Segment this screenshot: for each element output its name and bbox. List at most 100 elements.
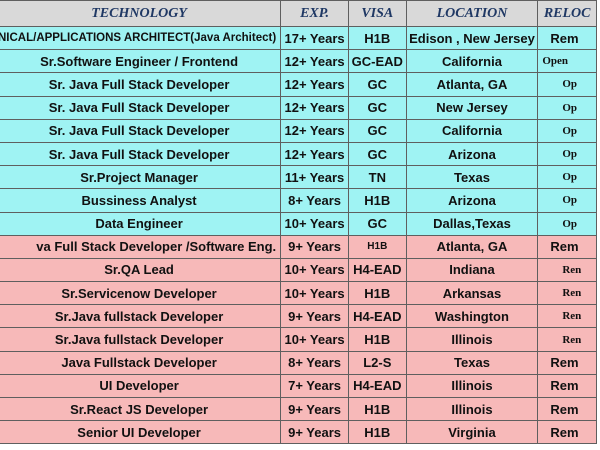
cell-visa: H4-EAD: [347, 257, 407, 283]
cell-location: Arizona: [405, 141, 539, 167]
cell-technology: Sr.QA Lead: [0, 257, 282, 283]
table-row: Sr.QA Lead 10+ Years H4-EAD Indiana Ren: [0, 257, 597, 283]
cell-experience: 17+ Years: [280, 25, 349, 51]
cell-location: Indiana: [405, 257, 539, 283]
table-header: TECHNOLOGY EXP. VISA LOCATION RELOC: [0, 0, 597, 27]
cell-relocation: Op: [537, 72, 597, 97]
cell-location: Washington: [405, 304, 539, 329]
cell-experience: 11+ Years: [280, 165, 349, 190]
cell-relocation: Rem: [537, 373, 597, 399]
cell-location: Arkansas: [405, 281, 539, 306]
cell-location: Edison , New Jersey: [405, 25, 539, 51]
cell-experience: 9+ Years: [280, 304, 349, 329]
table-row: Java Fullstack Developer 8+ Years L2-S Texa…: [0, 350, 597, 375]
cell-visa: H4-EAD: [347, 373, 407, 399]
cell-technology: Sr. Java Full Stack Developer: [0, 118, 282, 143]
cell-technology: NICAL/APPLICATIONS ARCHITECT(Java Archit…: [0, 25, 282, 51]
cell-experience: 8+ Years: [280, 188, 349, 213]
header-location: LOCATION: [405, 0, 539, 27]
cell-location: Arizona: [405, 188, 539, 213]
table-row: Sr. Java Full Stack Developer 12+ Years GC…: [0, 118, 597, 143]
cell-technology: va Full Stack Developer /Software Eng.: [0, 234, 282, 259]
cell-technology: Sr.React JS Developer: [0, 396, 282, 422]
cell-technology: Sr.Java fullstack Developer: [0, 304, 282, 329]
cell-experience: 10+ Years: [280, 327, 349, 352]
table-row: Data Engineer 10+ Years GC Dallas,Texas Op: [0, 211, 597, 236]
table-row: Sr.Servicenow Developer 10+ Years H1B Arkan…: [0, 281, 597, 306]
cell-location: Illinois: [405, 327, 539, 352]
header-experience: EXP.: [280, 0, 349, 27]
cell-experience: 10+ Years: [280, 211, 349, 236]
cell-experience: 10+ Years: [280, 257, 349, 283]
cell-experience: 7+ Years: [280, 373, 349, 399]
cell-experience: 12+ Years: [280, 49, 349, 74]
cell-experience: 12+ Years: [280, 72, 349, 97]
cell-experience: 12+ Years: [280, 95, 349, 120]
cell-visa: H1B: [347, 420, 407, 445]
cell-visa: H1B: [347, 234, 407, 259]
cell-experience: 9+ Years: [280, 396, 349, 422]
cell-experience: 9+ Years: [280, 420, 349, 445]
cell-visa: H1B: [347, 188, 407, 213]
cell-visa: GC-EAD: [347, 49, 407, 74]
cell-visa: GC: [347, 211, 407, 236]
cell-experience: 9+ Years: [280, 234, 349, 259]
cell-relocation: Open: [537, 49, 597, 74]
cell-location: Illinois: [405, 396, 539, 422]
cell-visa: L2-S: [347, 350, 407, 375]
cell-experience: 12+ Years: [280, 141, 349, 167]
cell-visa: H1B: [347, 396, 407, 422]
cell-relocation: Ren: [537, 304, 597, 329]
table-row: Sr.Java fullstack Developer 9+ Years H4-EA…: [0, 304, 597, 329]
cell-relocation: Op: [537, 165, 597, 190]
cell-technology: Sr. Java Full Stack Developer: [0, 95, 282, 120]
cell-location: Atlanta, GA: [405, 72, 539, 97]
cell-experience: 12+ Years: [280, 118, 349, 143]
table-row: Sr.React JS Developer 9+ Years H1B Illinois…: [0, 396, 597, 422]
cell-location: Virginia: [405, 420, 539, 445]
cell-technology: Bussiness Analyst: [0, 188, 282, 213]
table-row: Sr.Software Engineer / Frontend 12+ Years…: [0, 49, 597, 74]
cell-relocation: Rem: [537, 396, 597, 422]
cell-visa: TN: [347, 165, 407, 190]
cell-location: Texas: [405, 350, 539, 375]
cell-relocation: Ren: [537, 257, 597, 283]
table-row: UI Developer 7+ Years H4-EAD Illinois Rem: [0, 373, 597, 399]
cell-relocation: Op: [537, 141, 597, 167]
cell-technology: Senior UI Developer: [0, 420, 282, 445]
header-relocation: RELOC: [537, 0, 597, 27]
cell-relocation: Ren: [537, 327, 597, 352]
cell-location: California: [405, 49, 539, 74]
cell-technology: Java Fullstack Developer: [0, 350, 282, 375]
cell-visa: GC: [347, 95, 407, 120]
cell-technology: Sr.Java fullstack Developer: [0, 327, 282, 352]
cell-relocation: Ren: [537, 281, 597, 306]
cell-relocation: Op: [537, 95, 597, 120]
cell-relocation: Op: [537, 188, 597, 213]
cell-visa: H4-EAD: [347, 304, 407, 329]
table-row: Bussiness Analyst 8+ Years H1B Arizona Op: [0, 188, 597, 213]
cell-technology: Data Engineer: [0, 211, 282, 236]
table-row: NICAL/APPLICATIONS ARCHITECT(Java Archit…: [0, 25, 597, 51]
cell-visa: GC: [347, 72, 407, 97]
cell-technology: UI Developer: [0, 373, 282, 399]
header-row: TECHNOLOGY EXP. VISA LOCATION RELOC: [0, 0, 597, 27]
table-row: Sr.Java fullstack Developer 10+ Years H1B I…: [0, 327, 597, 352]
table-row: Senior UI Developer 9+ Years H1B Virginia Re…: [0, 420, 597, 445]
cell-technology: Sr.Servicenow Developer: [0, 281, 282, 306]
cell-relocation: Rem: [537, 420, 597, 445]
cell-location: Dallas,Texas: [405, 211, 539, 236]
cell-visa: H1B: [347, 25, 407, 51]
cell-visa: H1B: [347, 281, 407, 306]
cell-relocation: Rem: [537, 234, 597, 259]
table-row: Sr.Project Manager 11+ Years TN Texas Op: [0, 165, 597, 190]
table-row: Sr. Java Full Stack Developer 12+ Years GC…: [0, 72, 597, 97]
cell-relocation: Rem: [537, 350, 597, 375]
cell-visa: GC: [347, 118, 407, 143]
cell-location: New Jersey: [405, 95, 539, 120]
cell-location: Texas: [405, 165, 539, 190]
table-row: Sr. Java Full Stack Developer 12+ Years GC…: [0, 95, 597, 120]
cell-technology: Sr. Java Full Stack Developer: [0, 141, 282, 167]
cell-relocation: Rem: [537, 25, 597, 51]
